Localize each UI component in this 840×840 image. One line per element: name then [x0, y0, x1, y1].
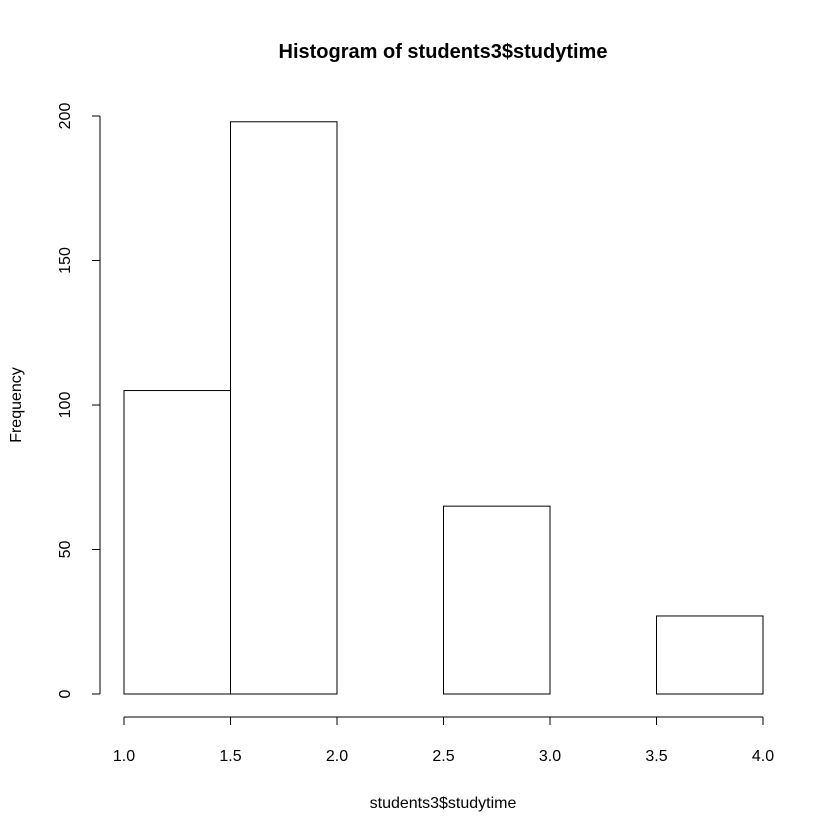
y-axis-label: Frequency: [8, 367, 25, 443]
y-tick-label: 200: [57, 103, 74, 130]
y-axis: 0 50 100 150 200: [57, 103, 101, 698]
x-tick-label: 1.5: [219, 748, 241, 765]
chart-title: Histogram of students3$studytime: [279, 41, 608, 63]
histogram-bar-0: [123, 390, 231, 695]
y-tick-label: 150: [57, 247, 74, 274]
x-tick-label: 4.0: [752, 748, 774, 765]
x-axis: 1.0 1.5 2.0 2.5 3.0 3.5 4.0: [113, 716, 774, 765]
y-tick-label: 50: [57, 541, 74, 559]
y-tick-label: 0: [57, 689, 74, 698]
x-tick-label: 2.0: [326, 748, 348, 765]
x-tick-label: 3.5: [645, 748, 667, 765]
histogram-bar-1: [230, 121, 338, 695]
y-tick-label: 100: [57, 392, 74, 419]
histogram-bar-3: [443, 505, 551, 695]
x-tick-label: 1.0: [113, 748, 135, 765]
x-tick-label: 2.5: [432, 748, 454, 765]
bars-group: [123, 121, 764, 695]
histogram-bar-5: [656, 615, 764, 695]
x-axis-label: students3$studytime: [370, 795, 517, 812]
x-tick-label: 3.0: [539, 748, 561, 765]
